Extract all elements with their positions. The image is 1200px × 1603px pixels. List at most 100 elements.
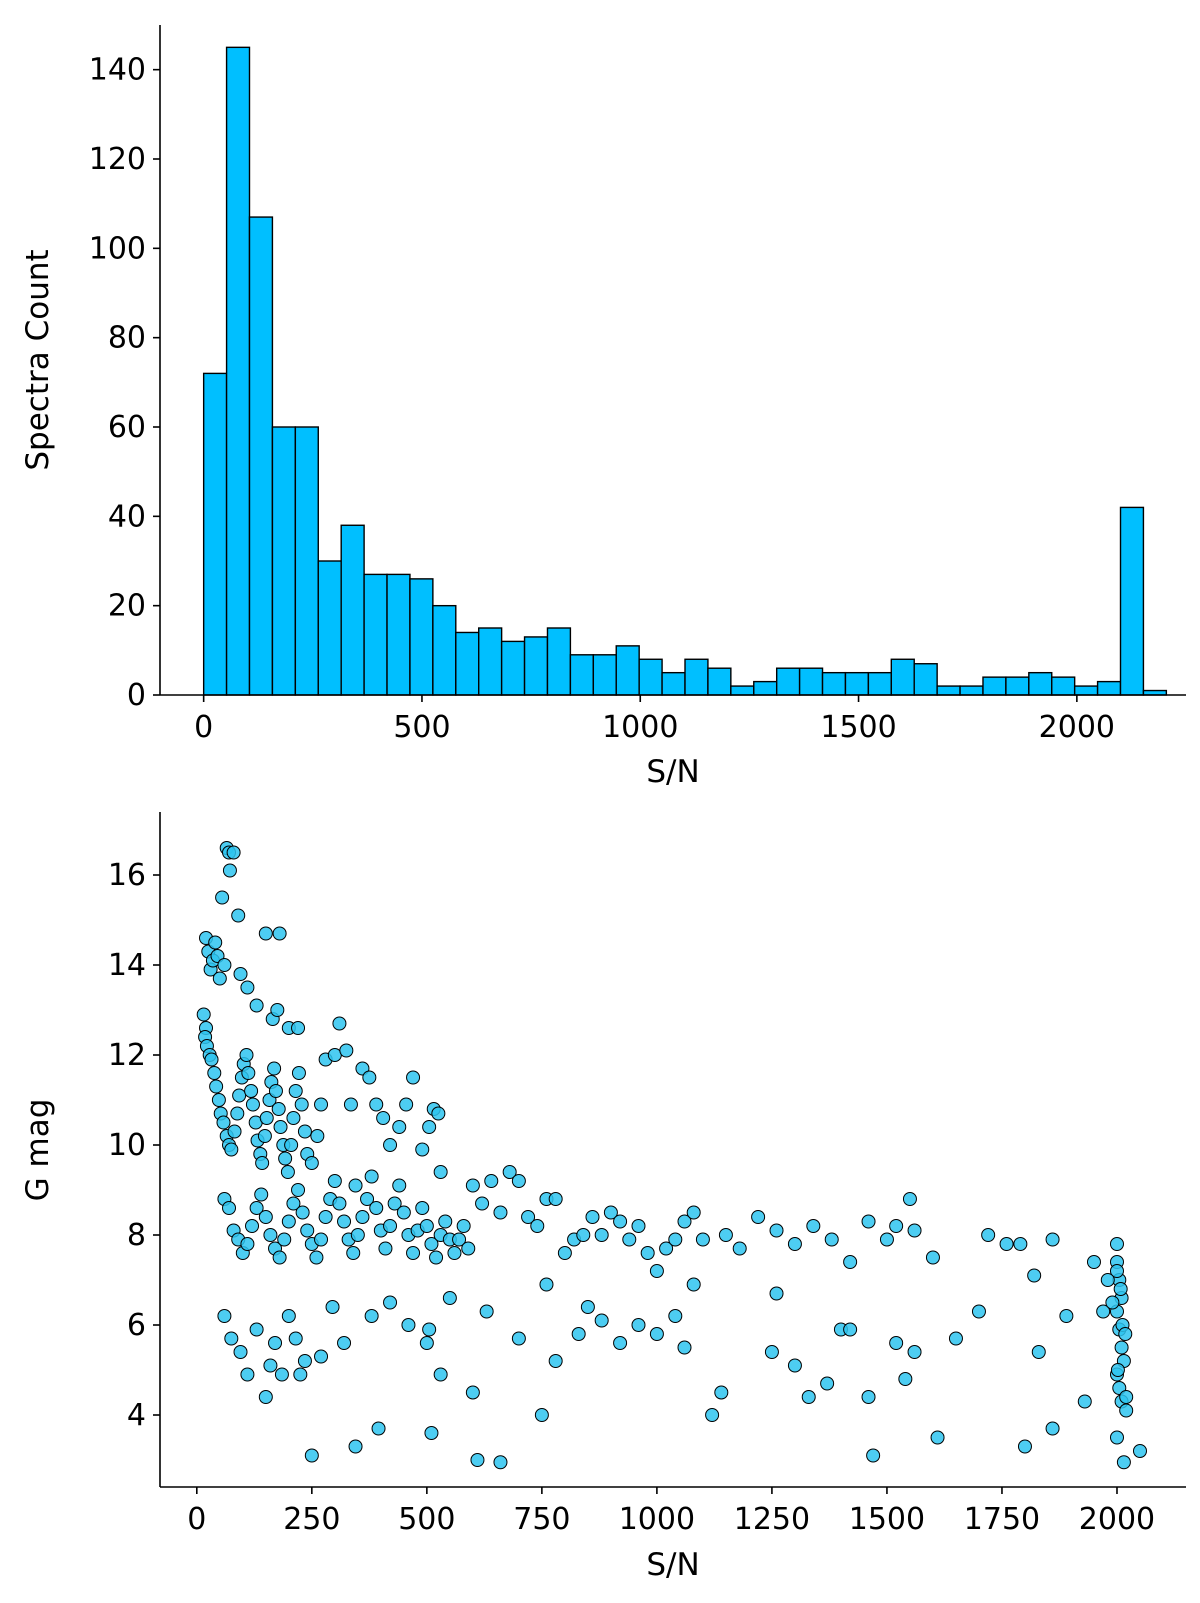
scatter-point: [769, 1286, 784, 1301]
histogram-bar: [271, 426, 297, 696]
scatter-point: [493, 1205, 508, 1220]
histogram-y-ticks: 0 20 40 60 80 100 120 140: [89, 53, 160, 713]
scatter-point: [286, 1196, 301, 1211]
scatter-point: [419, 1336, 434, 1350]
scatter-point: [539, 1277, 554, 1292]
scatter-x-tick-label: 2000: [1079, 1502, 1155, 1537]
scatter-point: [668, 1309, 683, 1323]
scatter-point: [649, 1264, 664, 1278]
scatter-point: [1109, 1430, 1124, 1445]
scatter-point: [270, 1003, 285, 1017]
scatter-point: [879, 1232, 894, 1247]
histogram-bar: [1005, 676, 1030, 696]
scatter-point: [456, 1219, 471, 1233]
scatter-point: [787, 1358, 802, 1373]
histogram-bar: [340, 524, 365, 696]
scatter-point: [215, 890, 230, 905]
histogram-bar: [202, 372, 228, 696]
scatter-point: [511, 1174, 526, 1188]
scatter-point: [1114, 1340, 1129, 1355]
scatter-point: [415, 1201, 430, 1215]
scatter-point: [211, 1093, 226, 1107]
histogram-bar: [500, 640, 526, 696]
scatter-point: [383, 1295, 398, 1310]
scatter-point: [257, 1129, 272, 1143]
scatter-point: [204, 1052, 219, 1067]
histogram-bar: [455, 631, 480, 696]
scatter-point: [240, 980, 255, 995]
scatter-point: [521, 1210, 536, 1224]
scatter-point: [263, 1228, 278, 1242]
scatter-point: [346, 1246, 361, 1260]
scatter-point: [268, 1336, 283, 1350]
scatter-point: [327, 1174, 342, 1188]
scatter-point: [249, 1201, 264, 1215]
histogram-bar: [523, 636, 549, 696]
scatter-point: [502, 1165, 517, 1179]
scatter-point: [337, 1336, 352, 1350]
scatter-point: [304, 1156, 319, 1170]
histogram-bar: [592, 654, 617, 696]
scatter-point: [431, 1106, 446, 1121]
histogram-y-tick-label: 120: [89, 142, 146, 177]
scatter-point: [613, 1336, 628, 1350]
scatter-point: [580, 1300, 595, 1314]
scatter-point: [369, 1097, 384, 1112]
scatter-point: [239, 1048, 254, 1062]
histogram-y-tick-label: 80: [108, 321, 146, 356]
histogram-bar: [615, 645, 640, 696]
scatter-point: [294, 1097, 309, 1112]
scatter-point: [419, 1219, 434, 1233]
scatter-point: [429, 1250, 444, 1265]
histogram-bar: [890, 658, 915, 696]
scatter-point: [585, 1210, 600, 1224]
scatter-point: [1027, 1268, 1042, 1283]
scatter-point: [399, 1097, 414, 1112]
scatter-point: [222, 863, 237, 878]
scatter-point: [1119, 1403, 1134, 1418]
scatter-point: [714, 1385, 729, 1400]
scatter-point: [288, 1084, 303, 1098]
histogram-bar: [1028, 671, 1053, 696]
scatter-point: [1013, 1237, 1028, 1251]
scatter-point: [314, 1232, 329, 1247]
scatter-point: [925, 1250, 940, 1265]
scatter-point: [475, 1196, 490, 1211]
histogram-bar: [844, 671, 870, 696]
scatter-point: [318, 1210, 333, 1224]
scatter-point: [272, 1250, 287, 1265]
histogram-bar: [546, 627, 572, 696]
scatter-point: [1113, 1282, 1128, 1296]
scatter-point: [843, 1255, 858, 1269]
scatter-point: [751, 1210, 766, 1224]
histogram-bar: [225, 46, 251, 696]
scatter-x-tick-label: 1750: [964, 1502, 1040, 1537]
scatter-point: [1105, 1295, 1120, 1310]
histogram-bar: [661, 671, 686, 696]
histogram-x-ticks: 0 500 1000 1500 2000: [194, 695, 1115, 745]
histogram-y-tick-label: 60: [108, 410, 146, 445]
scatter-point: [898, 1372, 913, 1386]
scatter-point: [1096, 1304, 1111, 1319]
scatter-point: [364, 1309, 379, 1323]
scatter-point: [280, 1165, 295, 1179]
histogram-bar: [294, 426, 319, 696]
scatter-x-tick-label: 1500: [849, 1502, 925, 1537]
histogram-bar: [775, 667, 801, 696]
scatter-point: [902, 1192, 917, 1206]
scatter-point: [387, 1196, 402, 1211]
histogram-bar: [638, 658, 663, 696]
scatter-point: [249, 1322, 264, 1337]
scatter-point: [861, 1390, 876, 1404]
scatter-point: [511, 1331, 526, 1346]
scatter-point: [824, 1232, 839, 1247]
histogram-bar: [707, 667, 732, 696]
scatter-point: [548, 1192, 563, 1206]
scatter-point: [1031, 1345, 1046, 1359]
scatter-point: [438, 1214, 453, 1229]
scatter-point: [557, 1246, 572, 1260]
scatter-point: [212, 971, 227, 986]
scatter-point: [686, 1277, 701, 1292]
scatter-point: [971, 1304, 986, 1319]
scatter-point: [907, 1345, 922, 1359]
